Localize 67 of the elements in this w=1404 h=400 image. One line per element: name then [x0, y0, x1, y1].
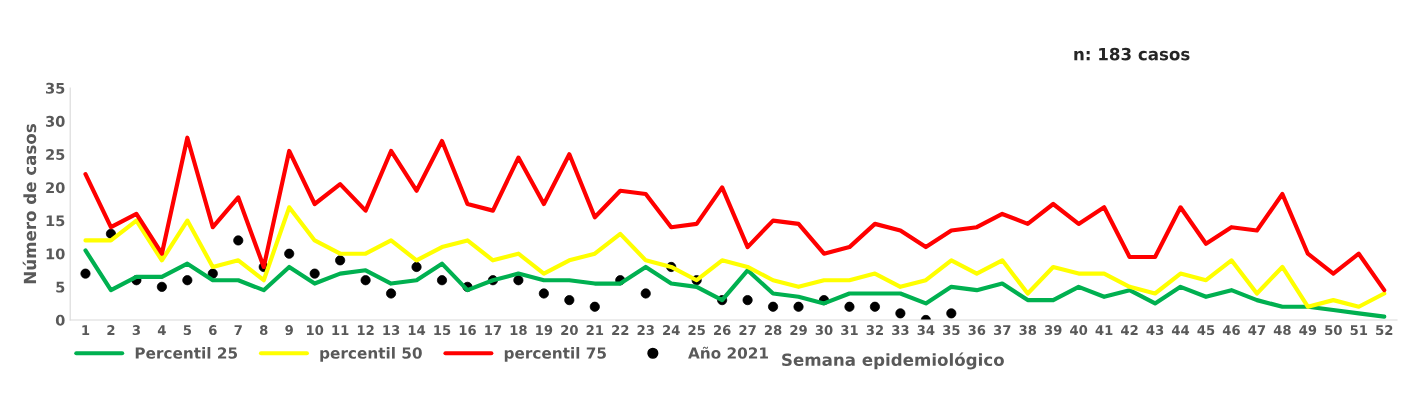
x-tick-label: 51: [1350, 325, 1368, 336]
x-tick-label: 46: [1222, 325, 1240, 336]
x-tick-label: 36: [968, 325, 986, 336]
x-tick-label: 5: [183, 325, 192, 336]
x-tick-label: 29: [790, 325, 807, 336]
x-tick-label: 35: [943, 325, 960, 336]
x-tick-label: 33: [892, 325, 909, 336]
x-tick-label: 11: [332, 325, 349, 335]
y-tick-label: 10: [46, 248, 65, 260]
x-tick-label: 4: [157, 325, 166, 335]
x-tick-label: 37: [993, 325, 1011, 336]
legend-label: Percentil 25: [135, 346, 238, 359]
x-tick-label: 2: [107, 325, 115, 335]
x-tick-label: 45: [1197, 325, 1215, 336]
x-tick-label: 22: [612, 325, 629, 335]
legend-label: percentil 75: [504, 346, 606, 362]
x-tick-label: 47: [1248, 325, 1266, 335]
y-tick-label: 0: [55, 314, 65, 326]
y-tick-label: 20: [46, 182, 65, 194]
x-tick-label: 23: [637, 325, 654, 336]
x-tick-label: 40: [1070, 325, 1088, 336]
y-tick-label: 35: [46, 82, 65, 94]
x-tick-label: 34: [917, 325, 935, 336]
x-tick-label: 14: [408, 325, 426, 335]
x-tick-label: 41: [1095, 325, 1113, 335]
x-tick-label: 8: [259, 325, 268, 336]
x-tick-label: 20: [561, 325, 578, 336]
x-tick-label: 26: [713, 325, 731, 336]
x-tick-label: 7: [234, 325, 242, 335]
y-axis-title: Número de casos: [22, 124, 37, 284]
x-tick-label: 38: [1019, 325, 1037, 336]
x-tick-label: 9: [285, 325, 293, 336]
y-tick-label: 15: [46, 215, 65, 227]
x-tick-label: 3: [132, 325, 140, 336]
x-tick-label: 19: [536, 325, 553, 336]
x-tick-label: 49: [1299, 325, 1317, 336]
x-tick-label: 44: [1171, 325, 1190, 335]
legend-label: percentil 50: [320, 346, 422, 362]
x-tick-label: 21: [586, 325, 604, 335]
x-axis-title: Semana epidemiológico: [782, 352, 1004, 370]
x-tick-label: 25: [688, 325, 705, 336]
x-tick-label: 10: [306, 325, 324, 336]
x-tick-label: 48: [1273, 325, 1291, 336]
x-tick-label: 24: [663, 325, 680, 335]
x-tick-label: 12: [357, 325, 374, 335]
x-tick-label: 52: [1376, 325, 1393, 336]
y-tick-label: 30: [46, 115, 65, 127]
x-tick-label: 50: [1325, 325, 1342, 336]
y-tick-label: 5: [56, 281, 65, 293]
x-tick-label: 16: [459, 325, 476, 336]
x-tick-label: 17: [485, 325, 502, 335]
x-tick-label: 31: [841, 325, 858, 336]
x-tick-label: 28: [764, 325, 782, 336]
x-tick-label: 30: [815, 325, 833, 336]
x-tick-label: 39: [1044, 325, 1062, 336]
x-tick-label: 6: [209, 325, 217, 336]
x-tick-label: 43: [1146, 325, 1164, 336]
x-tick-label: 27: [739, 325, 756, 335]
y-tick-label: 25: [46, 149, 65, 161]
x-tick-label: 18: [510, 325, 527, 336]
x-tick-label: 15: [434, 325, 451, 336]
x-tick-label: 42: [1121, 325, 1138, 335]
legend-label: Año 2021: [688, 346, 768, 359]
x-tick-label: 1: [82, 325, 90, 335]
text: n: 183 casos: [1074, 47, 1190, 61]
x-tick-label: 13: [383, 325, 400, 336]
x-tick-label: 32: [866, 325, 883, 336]
